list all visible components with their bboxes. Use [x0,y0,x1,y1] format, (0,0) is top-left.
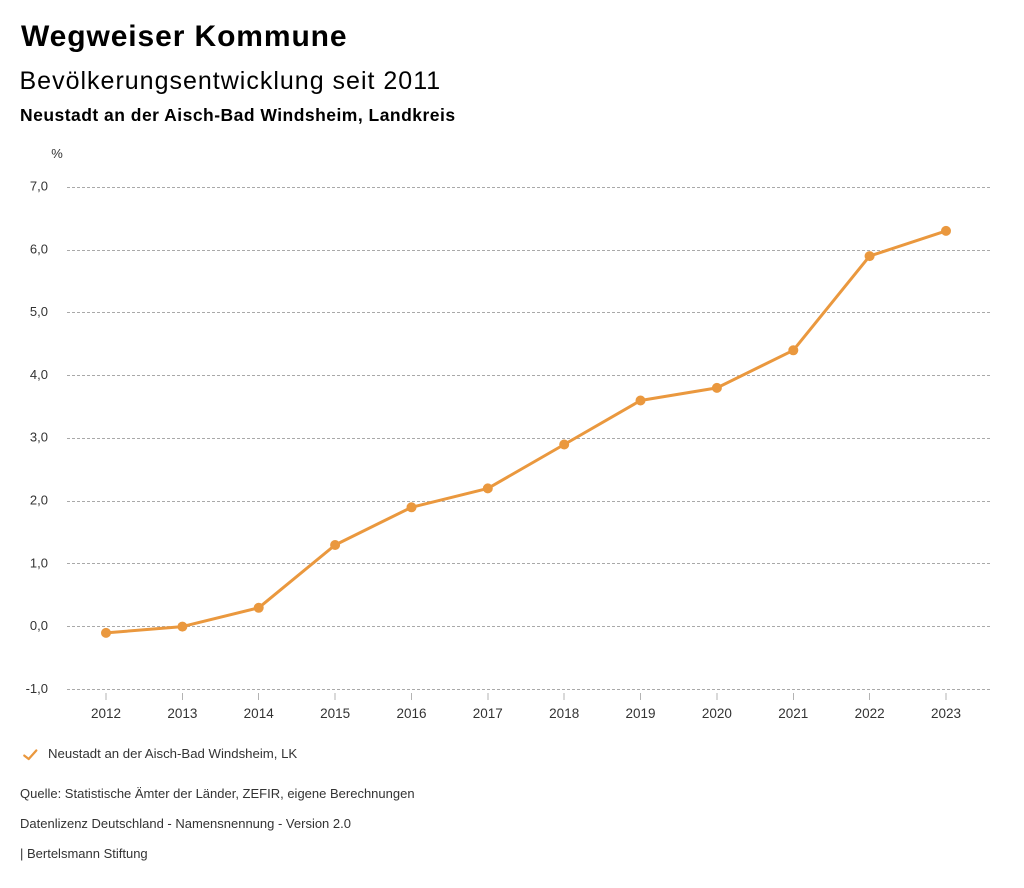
svg-text:0,0: 0,0 [30,618,48,633]
svg-text:2013: 2013 [167,706,197,721]
svg-text:7,0: 7,0 [30,179,48,194]
svg-text:2023: 2023 [931,706,961,721]
svg-text:1,0: 1,0 [30,555,48,570]
svg-text:2019: 2019 [625,706,655,721]
svg-text:-1,0: -1,0 [26,681,48,696]
svg-text:2022: 2022 [855,706,885,721]
svg-text:2021: 2021 [778,706,808,721]
svg-text:%: % [51,146,63,161]
svg-text:2015: 2015 [320,706,350,721]
svg-text:2018: 2018 [549,706,579,721]
svg-text:2016: 2016 [396,706,426,721]
svg-text:2,0: 2,0 [30,493,48,508]
svg-text:2012: 2012 [91,706,121,721]
svg-text:2020: 2020 [702,706,732,721]
svg-text:6,0: 6,0 [30,241,48,256]
svg-text:2017: 2017 [473,706,503,721]
svg-text:2014: 2014 [244,706,275,721]
svg-text:4,0: 4,0 [30,367,48,382]
svg-text:3,0: 3,0 [30,430,48,445]
svg-text:5,0: 5,0 [30,304,48,319]
